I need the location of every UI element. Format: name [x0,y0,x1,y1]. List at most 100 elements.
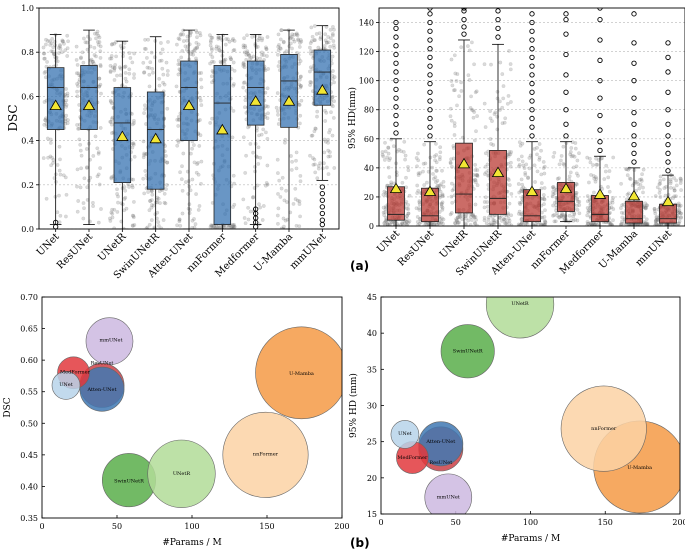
dsc_box-jitter-point [192,225,197,229]
dsc_box-jitter-point [290,46,294,51]
dsc_box-jitter-point [210,35,215,40]
hd_box-jitter-point [553,191,557,196]
hd_box-jitter-point [575,203,579,208]
dsc_box-jitter-point [326,137,330,142]
dsc_box-jitter-point [232,224,237,229]
dsc_box-jitter-point [208,52,213,57]
hd_box-jitter-point [677,210,682,215]
dsc_box-jitter-point [264,45,268,50]
hd_box-box-Medformer [591,195,609,223]
dsc_box-jitter-point [246,217,251,222]
hd_box-outlier-U-Mamba [631,133,637,139]
hd_box-outlier-Medformer [597,95,603,101]
dsc_box-jitter-point [313,126,318,131]
hd_box-jitter-point [455,218,459,223]
hd_box-jitter-point [575,207,580,212]
dsc_box-jitter-point [222,59,227,63]
hd_box-outlier-Atten-UNet [529,89,535,95]
dsc_box-jitter-point [75,94,80,99]
dsc_box-jitter-point [199,77,203,82]
hd_box-jitter-point [472,110,477,114]
hd_box-jitter-point [552,186,556,191]
hd_box-jitter-point [488,109,492,113]
dsc_box-jitter-point [316,166,321,171]
hd_box-jitter-point [553,200,557,205]
dsc_box-jitter-point [150,203,154,207]
hd_box-jitter-point [452,133,457,137]
hd_box-jitter-point [482,218,487,223]
dsc_box-jitter-point [229,57,234,62]
hd_box-jitter-point [586,210,591,215]
dsc_box-jitter-point [313,38,317,42]
hd_box-jitter-point [560,215,565,219]
dsc_box-jitter-point [58,43,62,47]
hd_box-jitter-point [604,163,609,168]
hd_box-jitter-point [417,199,422,203]
dsc_box-jitter-point [331,25,335,29]
hd_box-jitter-point [450,181,454,186]
hd_box-jitter-point [455,220,460,225]
dsc_box-jitter-point [81,201,86,205]
dsc_box-jitter-point [162,191,167,196]
dsc_box-jitter-point [48,154,53,159]
hd_box-jitter-point [518,223,522,226]
dsc_box-jitter-point [141,176,146,181]
hd_box-jitter-point [643,201,648,206]
dsc_box-jitter-point [76,84,80,88]
dsc_bubble-ytick-label: 0.60 [20,356,38,365]
hd_box-jitter-point [470,40,474,45]
dsc_box-jitter-point [208,61,212,66]
hd_box-outlier-SwinUNetR [495,25,501,31]
dsc_box-jitter-point [193,222,198,226]
dsc_box-jitter-point [258,56,262,61]
dsc_box-jitter-point [256,162,261,166]
dsc_box-jitter-point [95,174,100,179]
dsc_box-jitter-point [155,195,160,200]
hd_box-jitter-point [439,202,444,207]
dsc_box-jitter-point [95,29,100,34]
hd_box-jitter-point [457,94,461,99]
dsc_box-jitter-point [191,49,196,53]
hd_box-jitter-point [611,155,616,160]
hd_box-jitter-point [586,221,590,226]
dsc_bubble-frame [41,296,343,519]
hd_box-jitter-point [406,207,411,211]
hd_box-jitter-point [551,189,555,194]
dsc_box-jitter-point [298,214,302,219]
hd_box-jitter-point [577,203,582,207]
hd_box-jitter-point [606,185,610,189]
dsc_box-jitter-point [309,49,313,53]
hd_box-outlier-UNet [393,60,399,66]
hd_box-jitter-point [438,183,442,188]
hd_box-outlier-UNet [393,104,399,110]
dsc_box-jitter-point [108,98,113,103]
dsc_box-jitter-point [241,64,246,68]
dsc_box-jitter-point [199,71,204,75]
dsc_box-box-mmUNet [313,49,332,106]
dsc_box-jitter-point [50,155,54,160]
hd_box-jitter-point [540,196,545,201]
dsc_bubble-bubble-label-Atten-UNet: Atten-UNet [87,387,117,393]
dsc_box-jitter-point [250,35,255,39]
hd_box-jitter-point [540,222,544,226]
dsc_box-jitter-point [276,122,281,126]
dsc_box-mean-U-Mamba [282,95,296,106]
hd_box-outlier-nnFormer [563,72,569,78]
dsc_box-jitter-point [194,40,199,45]
hd_box-jitter-point [448,161,453,166]
dsc_box-jitter-point [130,60,135,65]
dsc_box-jitter-point [226,37,230,42]
dsc_box-jitter-point [249,55,254,60]
dsc_box-jitter-point [277,43,281,47]
hd_box-jitter-point [440,192,445,197]
dsc_box-jitter-point [147,72,152,77]
dsc_box-jitter-point [210,55,215,59]
dsc_box-jitter-point [309,133,314,138]
dsc_box-jitter-point [64,103,69,107]
dsc_box-jitter-point [264,46,269,51]
dsc_box-outlier-mmUNet [319,204,325,210]
dsc_box-jitter-point [65,46,70,51]
hd_box-mean-ResUNet [423,185,437,196]
hd_box-outlier-Atten-UNet [529,107,535,113]
hd_box-jitter-point [406,211,411,216]
